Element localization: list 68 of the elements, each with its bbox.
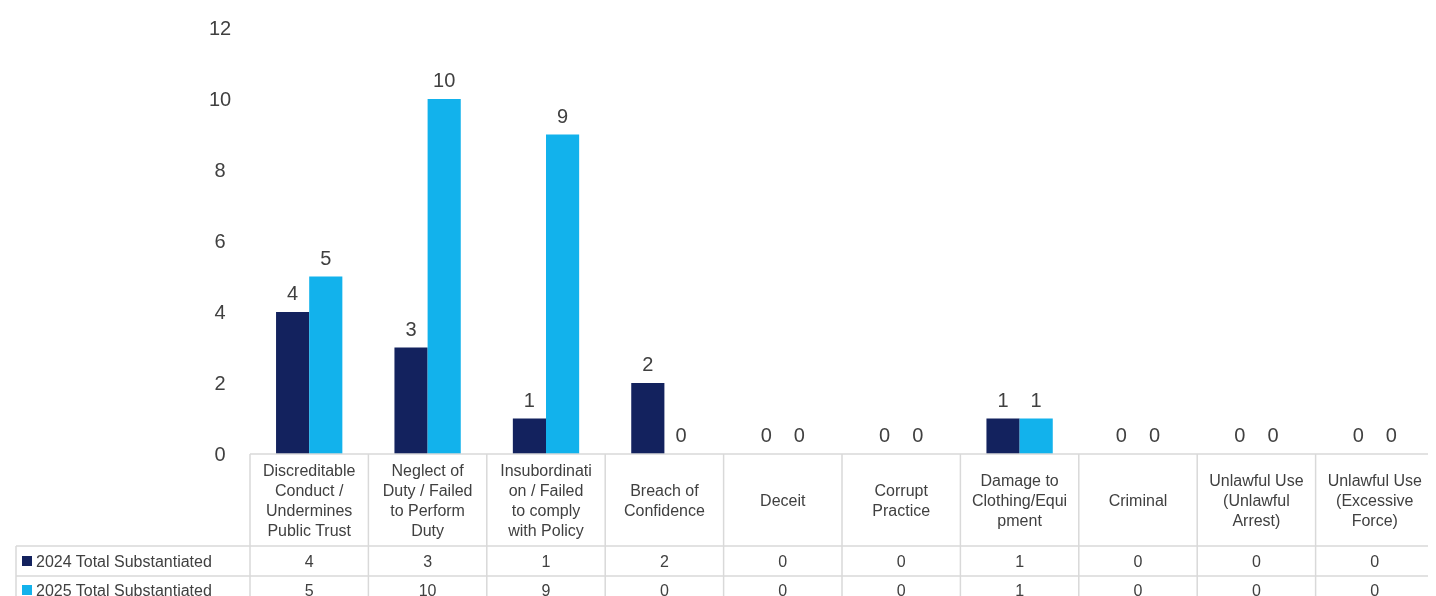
x-tick-label: Unlawful Use (Excessive Force) [1327,471,1423,529]
data-label: 0 [896,552,906,570]
data-label: 4 [304,552,314,570]
legend-label: 2025 Total Substantiated [36,581,212,596]
x-tick-label: Corrupt Practice [872,481,931,519]
bar [1019,418,1053,454]
text: 0 [1115,424,1127,446]
data-label: 0 [896,581,906,596]
text: 0 [912,424,924,446]
x-tick-label: Damage to Clothing/Equipment [972,471,1068,529]
text: 0 [1352,424,1364,446]
data-label: 3 [423,552,433,570]
text: 4 [287,282,299,304]
data-label: 1 [1015,581,1025,596]
data-label: 0 [1370,552,1380,570]
text: 1 [997,388,1009,411]
data-label: 1 [1015,552,1025,570]
bar [394,347,428,454]
bar [427,99,461,454]
text: 1 [523,388,535,411]
text: 0 [879,424,891,446]
data-label: 0 [1370,581,1380,596]
bar [309,276,343,454]
x-tick-label: Unlawful Use (Unlawful Arrest) [1209,471,1304,529]
text: 0 [1267,424,1279,446]
text: 0 [760,424,772,446]
data-label: 5 [304,581,314,596]
x-tick-label: Neglect of Duty / Failed to Perform Duty [382,461,473,539]
text: 9 [557,104,569,127]
y-tick-label: 10 [208,88,232,110]
y-tick-label: 4 [214,301,226,323]
bar [631,383,665,454]
x-tick-label: Insubordination / Failed to comply with Policy [500,461,592,539]
data-label: 9 [541,581,551,596]
bar [986,418,1020,454]
text: 0 [1234,424,1246,446]
text: 3 [405,317,417,340]
x-tick-label: Criminal [1108,491,1168,509]
x-tick-label: Discreditable Conduct / Undermines Public Trust [262,461,356,539]
text: 2 [642,353,654,375]
data-label: 0 [778,552,788,570]
y-tick-label: 0 [214,443,226,465]
y-tick-label: 6 [214,230,226,252]
text: 0 [793,424,805,446]
data-label: 1 [541,552,551,570]
text: 5 [320,246,332,269]
data-label: 0 [1133,581,1143,596]
x-tick-label: Breach of Confidence [623,481,705,519]
data-label: 10 [418,581,437,596]
y-tick-label: 2 [214,372,226,394]
bar [546,134,580,454]
data-label: 0 [1251,552,1261,570]
x-tick-label: Deceit [760,491,807,509]
data-label: 0 [1251,581,1261,596]
data-label: 0 [659,581,669,596]
text: 10 [433,69,456,91]
text: 0 [1385,424,1397,446]
y-tick-label: 12 [208,17,232,39]
legend-label: 2024 Total Substantiated [36,552,212,570]
data-label: 2 [659,552,669,570]
data-label: 0 [778,581,788,596]
text: 0 [1149,424,1161,446]
y-tick-label: 8 [214,159,226,181]
data-label: 0 [1133,552,1143,570]
bar [512,418,546,454]
text: 0 [675,424,687,446]
bar [276,312,310,454]
text: 1 [1030,388,1042,411]
